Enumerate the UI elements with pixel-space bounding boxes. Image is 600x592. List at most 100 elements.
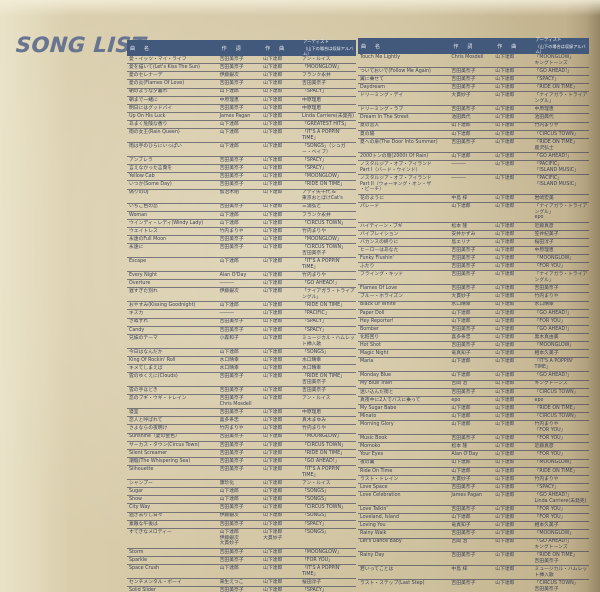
table-row: Sugar 山下達郎 山下達郎 「SONGS」 bbox=[127, 488, 356, 497]
song-title-cell: バカンスの終りに bbox=[360, 239, 399, 245]
lyricist-cell: 吉田美奈子 bbox=[219, 521, 244, 527]
composer-cell: 山下達郎 bbox=[495, 195, 515, 201]
composer-cell: 山下達郎 bbox=[263, 220, 283, 226]
song-title-cell: Hot Shot bbox=[360, 343, 381, 349]
composer-cell: 山下達郎 bbox=[495, 468, 515, 474]
artist-cell: 「SONGS」 bbox=[302, 513, 329, 519]
composer-cell: 山下達郎 bbox=[263, 157, 283, 163]
song-title-cell: 遅すぎた別れ bbox=[129, 289, 158, 295]
composer-cell: 山下達郎 bbox=[263, 426, 283, 432]
artist-cell: 「CIRCUS TOWN」 bbox=[534, 389, 579, 395]
song-title-cell: Let's Dance Baby bbox=[360, 539, 402, 545]
composer-cell: 山下達郎 bbox=[263, 281, 283, 287]
table-row: すてきなメロディー 山下達郎 伊藤銀次 大貫妙子 山下達郎 大貫妙子 「SONGS」 bbox=[127, 529, 356, 549]
table-row: ブルー・ホライズン 大貫妙子 山下達郎 竹内まりや bbox=[358, 293, 589, 302]
composer-cell: 山下達郎 bbox=[263, 311, 283, 317]
song-title-cell: Show bbox=[129, 497, 142, 503]
composer-cell: 山下達郎 bbox=[495, 223, 515, 229]
lyricist-cell: 山下達郎 bbox=[451, 310, 471, 316]
song-title-cell: ハイティーン・ブギ bbox=[360, 223, 403, 229]
table-row: Escape 山下達郎 山下達郎 「IT'S A POPPIN' TIME」 bbox=[127, 258, 356, 273]
lyricist-cell: 竹内まりや bbox=[219, 228, 244, 234]
composer-cell: 山下達郎 bbox=[263, 434, 283, 440]
lyricist-cell: 喜多条忠 bbox=[451, 334, 471, 340]
composer-cell: 山下達郎 bbox=[495, 444, 515, 450]
table-header: 曲 名 作 詞 作 曲 アーティスト （山下の場合は収録アルバム） bbox=[358, 38, 589, 54]
table-row: いつか(Some Day) 吉田美奈子 山下達郎 「RIDE ON TIME」 bbox=[127, 181, 356, 190]
table-row: Your Eyes Alan O'Day 山下達郎 「FOR YOU」 bbox=[358, 451, 589, 460]
lyricist-cell: 山下達郎 bbox=[451, 123, 471, 129]
artist-cell: 「MOONGLOW」 bbox=[534, 343, 575, 349]
composer-cell: 山下達郎 bbox=[495, 231, 515, 237]
composer-cell: 山下達郎 bbox=[263, 97, 283, 103]
lyricist-cell: 山下達郎 bbox=[451, 153, 471, 159]
table-row: きぬずれ 吉田美奈子 山下達郎 「SPACY」 bbox=[127, 319, 356, 327]
artist-cell: 「FOR YOU」 bbox=[534, 506, 566, 512]
table-row: ヒーローはあなた 吉田美奈子 山下達郎 中原理恵 bbox=[358, 247, 589, 256]
song-title-cell: City Way bbox=[129, 505, 151, 511]
table-row: 永遠のFull Moon 吉田美奈子 山下達郎 「MOONGLOW」 bbox=[127, 236, 356, 245]
composer-cell: 山下達郎 bbox=[495, 107, 515, 113]
artist-cell: 「MOONGLOW」 bbox=[302, 236, 342, 242]
artist-cell: 「RIDE ON TIME」 bbox=[302, 303, 346, 309]
song-title-cell: 恋のブギ・ウギ・トレイン bbox=[129, 396, 187, 402]
artist-cell: 「ナイアガラ・トライアングル」 bbox=[534, 93, 588, 105]
table-body-right: Touch Me Lightly Chris Mosdell 山下達郎 「MOONGL… bbox=[358, 54, 589, 592]
song-title-cell: Sunshine（愛の金色） bbox=[129, 434, 180, 440]
song-title-cell: 雨は手のひらにいっぱい bbox=[129, 143, 182, 149]
song-title-cell: Funky Flushin' bbox=[360, 256, 394, 262]
artist-cell: 中原理恵 bbox=[302, 97, 322, 103]
table-row: Rainy Walk 吉田美奈子 山下達郎 「MOONGLOW」 bbox=[358, 530, 589, 539]
composer-cell: 山下達郎 bbox=[263, 121, 283, 127]
composer-cell: 山下達郎 bbox=[495, 161, 515, 167]
song-title-cell: ふたり bbox=[360, 264, 375, 270]
artist-cell: アディ矢千代 & 東京おとぼけCat's bbox=[302, 190, 343, 202]
lyricist-cell: 吉田美奈子 bbox=[451, 531, 476, 537]
lyricist-cell: 山下達郎 bbox=[219, 212, 239, 218]
lyricist-cell: 山下達郎 bbox=[219, 259, 239, 265]
lyricist-cell: 山下達郎 bbox=[451, 405, 471, 411]
lyricist-cell: 大貫妙子 bbox=[451, 93, 471, 99]
lyricist-cell: 山下達郎 bbox=[451, 468, 471, 474]
lyricist-cell: 吉田美奈子 bbox=[451, 76, 476, 82]
song-title-cell: 花のように bbox=[360, 195, 384, 201]
lyricist-cell: 吉田美奈子 bbox=[219, 442, 244, 448]
artist-cell: ミュージカル・ハムレット挿入歌 bbox=[534, 567, 588, 579]
artist-cell: 吉田美奈子 bbox=[534, 286, 559, 292]
lyricist-cell: 中島 梓 bbox=[451, 195, 468, 201]
song-title-cell: 雲のゆくえに(Clouds) bbox=[129, 374, 178, 380]
table-row: 恋人と呼ばれて 喜多条忠 山下達郎 真木まゆみ bbox=[127, 417, 356, 426]
composer-cell: 山下達郎 bbox=[263, 450, 283, 456]
song-title-cell: Loving You bbox=[360, 523, 386, 529]
artist-cell: キングトーンズ bbox=[534, 381, 568, 387]
artist-cell: 「ナイアガラ・トライアングル」 bbox=[534, 272, 588, 284]
composer-cell: 山下達郎 bbox=[263, 579, 283, 585]
lyricist-cell: 吉岡 治 bbox=[451, 539, 468, 545]
table-row: センチメンタル・ボーイ 来生えつこ 山下達郎 桜田淳子 bbox=[127, 579, 356, 587]
artist-cell: 「SPACY」 bbox=[534, 76, 560, 82]
artist-cell: 「ナイアガラ・トライアングル」 epo bbox=[534, 203, 588, 221]
composer-cell: 山下達郎 bbox=[263, 458, 283, 464]
composer-cell: 山下達郎 bbox=[263, 182, 283, 188]
table-row: ラスト・トレイン 大貫妙子 山下達郎 竹内まりや bbox=[358, 476, 589, 484]
composer-cell: 山下達郎 bbox=[263, 204, 283, 210]
artist-cell: 「SPACY」 bbox=[302, 166, 327, 172]
composer-cell: 山下達郎 bbox=[263, 166, 283, 172]
composer-cell: 山下達郎 bbox=[263, 212, 283, 218]
composer-cell: 山下達郎 bbox=[495, 389, 515, 395]
composer-cell: 山下達郎 bbox=[495, 506, 515, 512]
table-row: Morning Glory 山下達郎 山下達郎 竹内まりや 「FOR YOU」 bbox=[358, 421, 589, 436]
table-row: 潮騒(The Whispering Sea) 吉田美奈子 山下達郎 「GO AHEAD… bbox=[127, 458, 356, 467]
table-body-left: 愛・イッツ・マイ・ライフ 吉田美奈子 山下達郎 アン・ルイス 愛を描いて(Let's K… bbox=[127, 56, 356, 592]
table-row: ドリーミング・デイ 大貫妙子 山下達郎 「ナイアガラ・トライアングル」 bbox=[358, 92, 589, 107]
song-title-cell: Woman bbox=[129, 212, 148, 218]
artist-cell: 中原理恵 bbox=[302, 410, 322, 416]
lyricist-cell: 大貫妙子 bbox=[451, 294, 471, 300]
lyricist-cell: 山下達郎 bbox=[219, 349, 239, 355]
composer-cell: 山下達郎 bbox=[495, 381, 515, 387]
lyricist-cell: 山下達郎 bbox=[219, 121, 239, 127]
lyricist-cell: 吉田美奈子 bbox=[219, 327, 244, 333]
table-row: Show 山下達郎 山下達郎 「SONGS」 bbox=[127, 496, 356, 505]
song-title-cell: Black Or White bbox=[360, 302, 396, 308]
artist-cell: 「GO AHEAD!」 bbox=[534, 326, 572, 332]
